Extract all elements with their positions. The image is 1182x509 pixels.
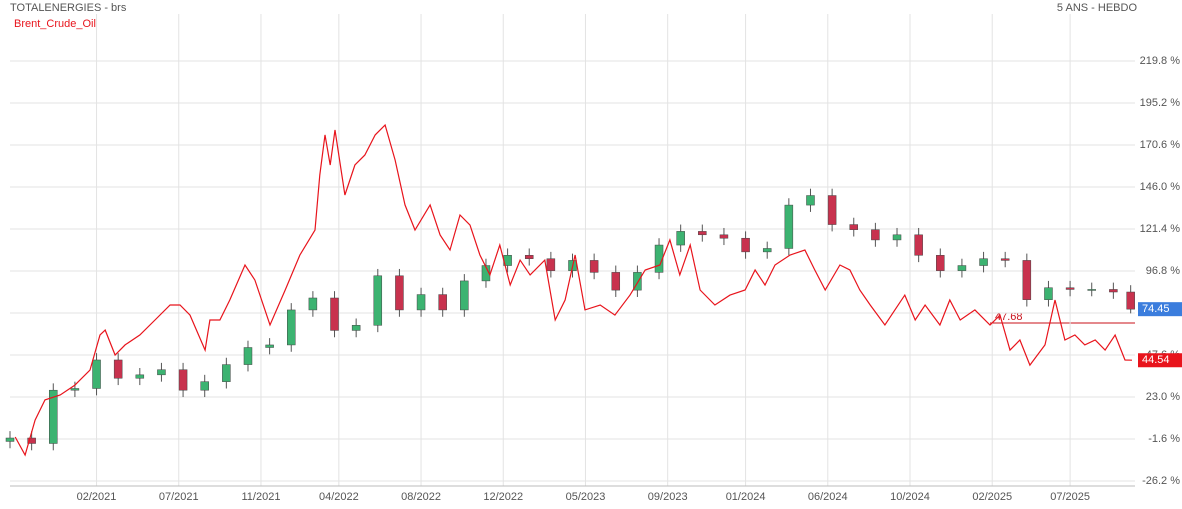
- candle-body: [27, 437, 36, 444]
- x-tick-label: 04/2022: [319, 491, 359, 503]
- x-tick-label: 06/2024: [808, 491, 848, 503]
- y-tick-label: -1.6 %: [1148, 433, 1180, 445]
- candle-body: [70, 388, 80, 391]
- candle-body: [287, 309, 296, 346]
- y-tick-label: 170.6 %: [1140, 139, 1181, 151]
- candle-body: [416, 294, 426, 311]
- candle-body: [330, 297, 339, 331]
- x-tick-label: 05/2023: [566, 491, 606, 503]
- candle-body: [936, 255, 945, 271]
- candle-body: [351, 325, 361, 331]
- candle-body: [914, 234, 923, 256]
- x-tick-label: 07/2021: [159, 491, 199, 503]
- y-tick-label: 23.0 %: [1146, 391, 1180, 403]
- candle-body: [395, 275, 404, 311]
- candle-body: [611, 272, 621, 291]
- candle-body: [373, 275, 383, 326]
- candle-body: [200, 381, 209, 391]
- candle-body: [979, 258, 988, 266]
- candle-body: [784, 204, 794, 249]
- candle-body: [243, 347, 253, 365]
- candle-body: [741, 237, 750, 253]
- legend-label: Brent_Crude_Oil: [14, 18, 96, 30]
- candle-body: [157, 369, 166, 376]
- chart-title: TOTALENERGIES - brs: [10, 2, 127, 14]
- candle-body: [308, 297, 318, 311]
- candle-body: [1087, 289, 1096, 291]
- candle-body: [762, 248, 772, 253]
- candle-body: [892, 234, 902, 241]
- candle-body: [92, 359, 101, 389]
- x-tick-label: 02/2021: [77, 491, 117, 503]
- candle-body: [49, 389, 58, 444]
- candle-body: [806, 195, 815, 206]
- candle-body: [1065, 287, 1075, 290]
- x-tick-label: 09/2023: [648, 491, 688, 503]
- y-tick-label: 195.2 %: [1140, 97, 1181, 109]
- plot-layer: -26.2 %-1.6 %23.0 %47.6 %72.2 %96.8 %121…: [5, 14, 1182, 503]
- candle-body: [5, 437, 15, 442]
- candle-body: [957, 265, 967, 271]
- candle-body: [719, 234, 729, 239]
- last-value-label: 74.45: [1142, 303, 1170, 315]
- candle-body: [178, 369, 188, 391]
- x-tick-label: 10/2024: [890, 491, 930, 503]
- candle-body: [1022, 260, 1032, 300]
- candle-body: [827, 195, 837, 225]
- candle-body: [135, 374, 145, 379]
- y-tick-label: 146.0 %: [1140, 181, 1181, 193]
- last-value-badge: [1138, 353, 1182, 368]
- candle-body: [1126, 291, 1135, 310]
- chart-subtitle: 5 ANS - HEBDO: [1057, 2, 1138, 14]
- y-tick-label: -26.2 %: [1142, 475, 1180, 487]
- candle-body: [633, 272, 642, 291]
- candle-body: [1109, 289, 1118, 293]
- x-tick-label: 11/2021: [241, 491, 280, 503]
- x-tick-label: 12/2022: [483, 491, 523, 503]
- y-tick-label: 96.8 %: [1146, 265, 1180, 277]
- candle-body: [438, 294, 447, 311]
- candle-body: [676, 231, 685, 246]
- line-series: [14, 123, 1133, 457]
- candle-body: [849, 224, 858, 230]
- x-tick-label: 08/2022: [401, 491, 441, 503]
- candle-body: [222, 364, 231, 382]
- candle-body: [113, 359, 123, 379]
- candle-body: [698, 231, 707, 236]
- candle-body: [265, 344, 274, 348]
- candle-body: [871, 229, 880, 241]
- candle-body: [546, 258, 556, 271]
- y-tick-label: 121.4 %: [1140, 223, 1181, 235]
- candle-body: [460, 280, 469, 311]
- x-tick-label: 02/2025: [972, 491, 1012, 503]
- last-value-badge: [1138, 302, 1182, 317]
- y-tick-label: 219.8 %: [1140, 55, 1181, 67]
- last-value-label: 44.54: [1142, 354, 1170, 366]
- candle-body: [1000, 258, 1010, 261]
- candle-body: [1044, 287, 1053, 300]
- x-tick-label: 01/2024: [726, 491, 766, 503]
- candle-body: [524, 255, 534, 259]
- x-tick-label: 07/2025: [1050, 491, 1090, 503]
- candle-body: [589, 260, 599, 273]
